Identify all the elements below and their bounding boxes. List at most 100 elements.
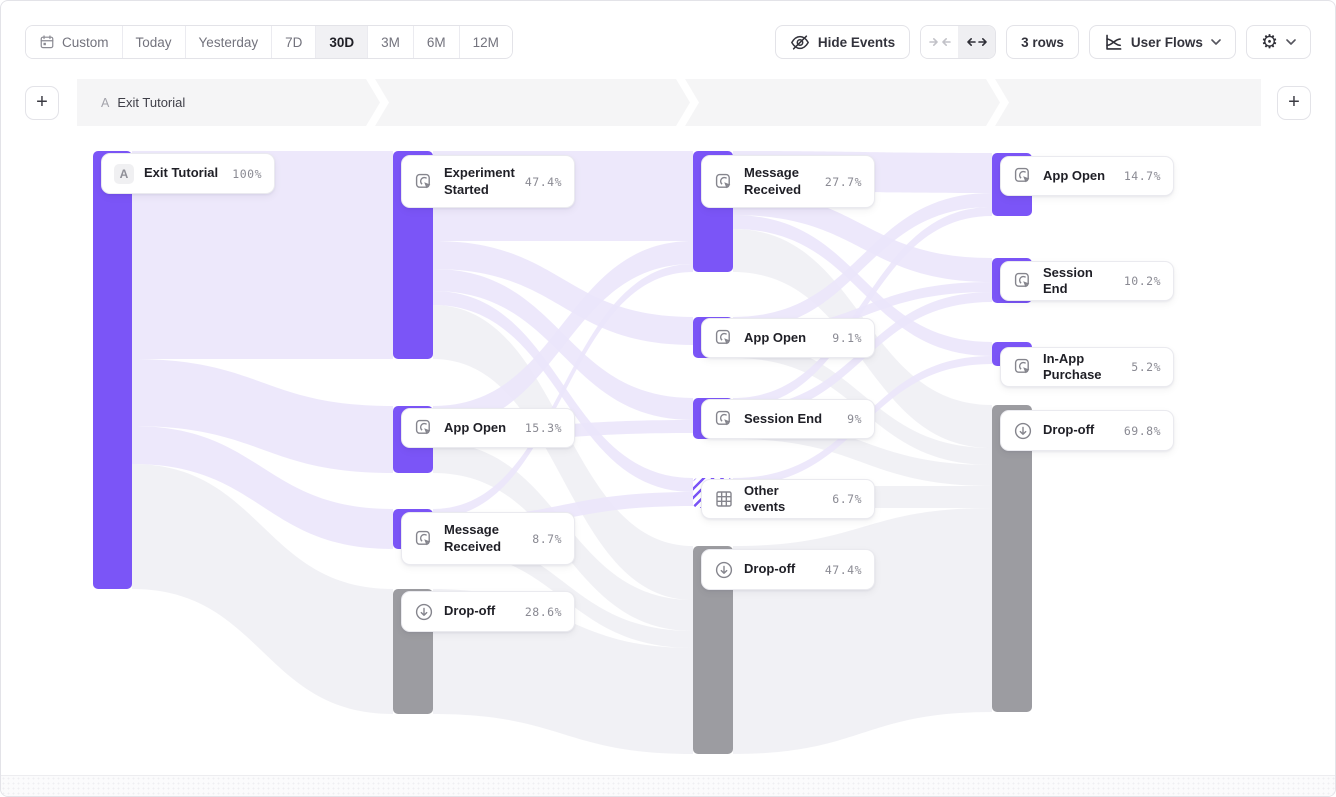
flow-node-card-c4_do[interactable]: Drop-off 69.8% [1000,410,1174,451]
event-icon [1013,166,1033,186]
flow-node-card-c2_es[interactable]: Experiment Started 47.4% [401,155,575,208]
flow-node-card-c2_do[interactable]: Drop-off 28.6% [401,591,575,632]
flow-node-bar-c1_exit[interactable] [93,151,132,589]
flow-ribbon-c2_es-c3_ao[interactable] [433,241,693,345]
event-icon [714,409,734,429]
flow-ribbon-c1_exit-c2_es[interactable] [132,151,393,359]
dropoff-icon [1013,421,1033,441]
date-range-label: 3M [381,34,400,50]
flow-ribbon-c1_exit-c2_ao[interactable] [132,359,393,473]
flow-ribbon-c2_mr-c3_mr[interactable] [433,264,693,518]
flow-node-card-c3_mr[interactable]: Message Received 27.7% [701,155,875,208]
flow-node-card-c4_se[interactable]: Session End 10.2% [1000,261,1174,301]
flow-node-percent: 14.7% [1123,169,1161,183]
date-range-30d[interactable]: 30D [316,26,369,58]
flow-node-card-c4_iap[interactable]: In-App Purchase 5.2% [1000,347,1174,387]
date-range-label: Custom [62,34,109,50]
step-a-badge: A [101,95,110,110]
settings-button[interactable]: ⚙ [1245,25,1311,59]
add-step-start-button[interactable]: + [25,86,59,120]
flow-ribbon-c3_mr-c4_iap[interactable] [733,215,992,356]
flow-ribbon-c1_exit-c2_mr[interactable] [132,426,393,549]
flow-ribbon-c3_se-c4_ao[interactable] [733,207,992,408]
flow-node-label: Session End [744,410,823,426]
flow-ribbon-c2_ao-c3_mr[interactable] [433,241,693,429]
chevron-down-icon [1286,39,1296,45]
flow-ribbon-c3_mr-c4_se[interactable] [733,191,992,282]
rows-label: 3 rows [1021,34,1064,50]
flow-node-card-c3_oe[interactable]: Other events 6.7% [701,479,875,519]
event-icon [414,529,434,549]
toolbar-right: Hide Events 3 rows [774,25,1311,59]
flow-node-bar-c4_do[interactable] [992,405,1032,712]
date-range-today[interactable]: Today [122,26,186,58]
steps-bar: A Exit Tutorial [77,79,1261,126]
flow-ribbon-c3_do-c4_do[interactable] [733,508,992,754]
flow-node-percent: 69.8% [1123,423,1161,438]
flow-node-label: Session End [1043,264,1093,296]
flow-node-label: Message Received [444,522,502,554]
flow-node-percent: 5.2% [1131,360,1161,374]
step-a-label: Exit Tutorial [117,95,186,110]
hide-events-label: Hide Events [817,34,896,50]
gear-icon: ⚙ [1260,30,1278,53]
date-range-custom[interactable]: Custom [26,26,123,58]
flow-node-percent: 47.4% [524,174,562,189]
date-range-12m[interactable]: 12M [459,26,512,58]
hide-events-button[interactable]: Hide Events [774,25,911,59]
flow-node-card-c2_mr[interactable]: Message Received 8.7% [401,512,575,565]
arrows-expand-icon [965,36,989,48]
add-step-end-button[interactable]: + [1277,86,1311,120]
date-range-picker: Custom Today Yesterday 7D 30D 3M 6M 12M [25,25,513,59]
flow-node-card-c2_ao[interactable]: App Open 15.3% [401,408,575,448]
flow-node-label: Drop-off [744,561,796,577]
date-range-3m[interactable]: 3M [368,26,414,58]
width-toggle-group [920,25,997,59]
flow-node-percent: 15.3% [524,421,562,435]
flow-node-percent: 28.6% [524,604,562,619]
flow-node-card-c4_ao[interactable]: App Open 14.7% [1000,156,1174,196]
event-icon [414,418,434,438]
flow-ribbon-c3_ao-c4_ao[interactable] [733,193,992,331]
flow-ribbon-c1_exit-c2_do[interactable] [132,464,393,714]
flow-node-label: Experiment Started [444,165,515,197]
date-range-yesterday[interactable]: Yesterday [185,26,273,58]
event-icon [714,172,734,192]
flow-node-label: App Open [444,419,507,435]
flow-node-card-c3_ao[interactable]: App Open 9.1% [701,318,875,358]
flow-node-percent: 10.2% [1123,274,1161,288]
user-flows-icon [1104,33,1123,52]
flow-node-label: App Open [744,329,807,345]
date-range-6m[interactable]: 6M [413,26,460,58]
date-range-7d[interactable]: 7D [272,26,317,58]
flow-ribbon-c2_mr-c3_do[interactable] [433,532,693,648]
flow-node-label: Exit Tutorial [144,165,219,181]
flow-node-card-c1_exit[interactable]: A Exit Tutorial 100% [101,153,275,194]
toolbar-left: Custom Today Yesterday 7D 30D 3M 6M 12M [25,25,513,59]
calendar-icon [39,34,55,50]
date-range-label: 30D [329,34,355,50]
steps-chevron-band [77,79,1261,126]
collapse-width-button[interactable] [921,26,959,58]
flow-node-percent: 9.1% [832,331,862,345]
view-selector-button[interactable]: User Flows [1088,25,1236,59]
chevron-down-icon [1211,39,1221,45]
flow-node-percent: 100% [232,166,262,181]
grid-icon [714,489,734,509]
expand-width-button[interactable] [958,26,996,58]
rows-button[interactable]: 3 rows [1006,25,1079,59]
step-a-header[interactable]: A Exit Tutorial [101,79,185,126]
event-icon [414,172,434,192]
flow-node-label: Drop-off [1043,422,1095,438]
step-letter-badge: A [114,163,134,184]
flow-node-card-c3_se[interactable]: Session End 9% [701,399,875,439]
flow-ribbon-c2_es-c3_do[interactable] [433,305,693,600]
flow-node-card-c3_do[interactable]: Drop-off 47.4% [701,549,875,590]
dropoff-icon [714,560,734,580]
date-range-label: 12M [472,34,499,50]
event-icon [1013,357,1033,377]
date-range-label: 7D [285,34,303,50]
flow-node-label: In-App Purchase [1043,350,1102,382]
